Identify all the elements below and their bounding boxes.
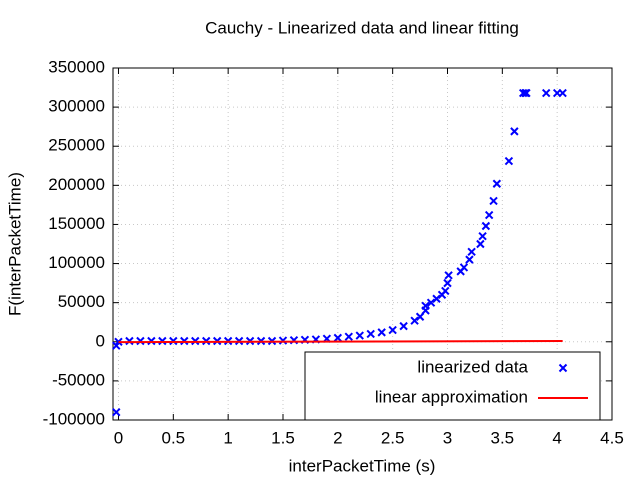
x-tick-label: 0 — [114, 428, 123, 447]
legend-marker — [558, 363, 568, 373]
scatter-point — [510, 127, 519, 136]
x-tick-label: 1.5 — [271, 428, 295, 447]
x-tick-label: 2 — [333, 428, 342, 447]
scatter-point — [492, 179, 502, 188]
y-tick-label: -100000 — [43, 409, 105, 428]
scatter-point — [366, 329, 375, 339]
scatter-point — [558, 88, 567, 98]
scatter-point — [465, 255, 474, 264]
scatter-point — [399, 321, 408, 331]
scatter-point — [410, 316, 419, 325]
scatter-point — [522, 88, 531, 98]
fit-line — [118, 339, 563, 344]
scatter-point — [441, 286, 450, 296]
scatter-point — [459, 263, 469, 272]
scatter-point — [481, 221, 491, 231]
scatter-point — [112, 341, 121, 350]
x-tick-label: 3 — [443, 428, 452, 447]
y-tick-label: 150000 — [48, 214, 105, 233]
scatter-point — [344, 332, 353, 341]
y-tick-label: 200000 — [48, 175, 105, 194]
y-axis-label: F(interPacketTime) — [5, 172, 24, 316]
legend-box — [304, 351, 601, 421]
scatter-point — [278, 336, 288, 345]
x-tick-label: 3.5 — [491, 428, 515, 447]
scatter-point — [476, 239, 485, 249]
y-tick-label: 350000 — [48, 57, 105, 76]
scatter-point — [444, 271, 453, 280]
scatter-point — [426, 298, 436, 307]
x-tick-label: 4.5 — [600, 428, 624, 447]
y-tick-label: 100000 — [48, 253, 105, 272]
y-tick-label: 50000 — [58, 292, 105, 311]
scatter-point — [415, 312, 425, 321]
scatter-point — [541, 88, 551, 98]
scatter-point — [504, 156, 514, 166]
y-tick-label: 300000 — [48, 97, 105, 116]
scatter-point — [112, 407, 121, 417]
scatter-point — [355, 331, 364, 340]
x-tick-label: 2.5 — [381, 428, 405, 447]
y-tick-label: -50000 — [52, 370, 105, 389]
scatter-point — [169, 336, 178, 346]
scatter-point — [432, 294, 441, 303]
scatter-point — [158, 336, 167, 346]
scatter-point — [388, 325, 397, 335]
scatter-point — [489, 196, 498, 206]
scatter-point — [377, 328, 386, 337]
legend-label: linear approximation — [375, 387, 528, 406]
scatter-point — [421, 301, 430, 311]
x-axis-label: interPacketTime (s) — [289, 456, 436, 475]
x-tick-label: 0.5 — [161, 428, 185, 447]
x-tick-label: 1 — [223, 428, 232, 447]
y-tick-label: 250000 — [48, 136, 105, 155]
scatter-point — [125, 336, 134, 346]
legend-label: linearized data — [417, 357, 528, 376]
scatter-point — [467, 247, 476, 257]
scatter-point — [136, 336, 145, 346]
scatter-point — [147, 336, 156, 346]
scatter-point — [478, 231, 487, 241]
scatter-point — [443, 278, 452, 288]
chart-title: Cauchy - Linearized data and linear fitt… — [205, 18, 519, 37]
x-tick-label: 4 — [552, 428, 561, 447]
scatter-point — [333, 333, 343, 343]
scatter-point — [484, 210, 494, 220]
y-tick-label: 0 — [96, 331, 105, 350]
